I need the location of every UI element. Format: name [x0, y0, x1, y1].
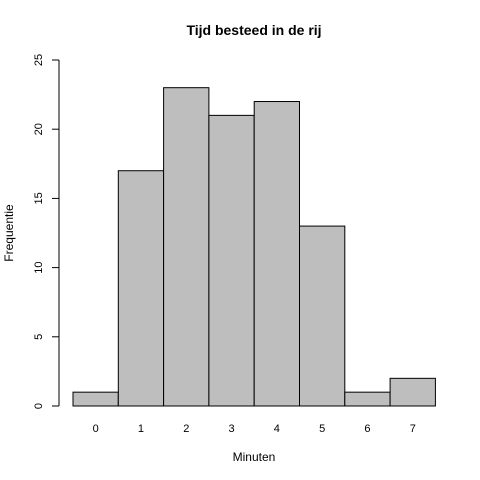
y-tick-label-15: 15 — [33, 192, 45, 204]
x-tick-label-6: 6 — [364, 423, 370, 435]
x-tick-label-5: 5 — [319, 423, 325, 435]
x-tick-label-3: 3 — [228, 423, 234, 435]
x-tick-label-1: 1 — [138, 423, 144, 435]
y-tick-label-10: 10 — [33, 261, 45, 273]
y-tick-label-0: 0 — [33, 403, 45, 409]
x-tick-label-4: 4 — [274, 423, 280, 435]
y-tick-label-5: 5 — [33, 334, 45, 340]
x-axis-tick-labels: 0 1 2 3 4 5 6 7 — [93, 423, 416, 435]
bar-1 — [117, 170, 165, 407]
bar-2 — [163, 87, 210, 407]
x-tick-label-7: 7 — [410, 423, 416, 435]
x-tick-label-2: 2 — [183, 423, 189, 435]
bar-5 — [299, 225, 346, 407]
y-axis: 0 5 10 15 20 25 — [33, 54, 60, 409]
y-tick-label-20: 20 — [33, 123, 45, 135]
y-axis-label: Frequentie — [2, 204, 16, 262]
chart-title: Tijd besteed in de rij — [186, 22, 321, 38]
bar-7 — [389, 377, 436, 407]
bar-3 — [208, 114, 255, 407]
bars-group — [72, 87, 436, 407]
bar-0 — [72, 391, 119, 407]
x-axis-label: Minuten — [233, 450, 276, 464]
bar-6 — [344, 391, 391, 407]
x-tick-label-0: 0 — [93, 423, 99, 435]
y-tick-label-25: 25 — [33, 54, 45, 66]
bar-4 — [253, 101, 300, 407]
